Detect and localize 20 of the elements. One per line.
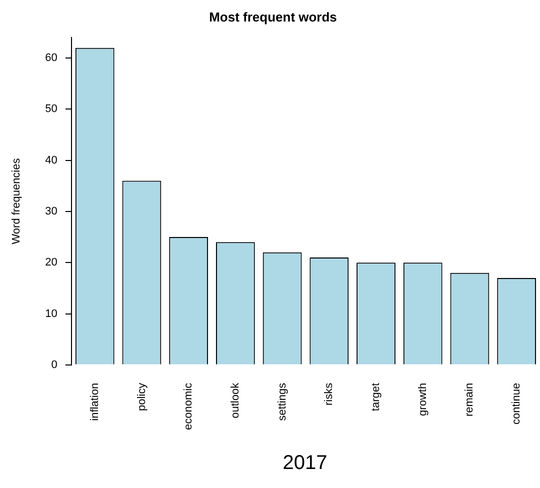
text: 2017 (282, 452, 328, 475)
x-tick-label: outlook (229, 382, 242, 418)
x-tick-label: remain (464, 382, 476, 417)
x-tick-label: economic (182, 382, 195, 430)
y-tick-label: 10 (45, 308, 58, 320)
x-tick-label: settings (276, 382, 288, 421)
x-tick-label: continue (510, 382, 523, 425)
chart-title: Most frequent words (209, 9, 337, 24)
x-tick-label: growth (416, 382, 429, 416)
x-tick-label: inflation (88, 382, 101, 421)
x-tick-label: risks (323, 382, 336, 406)
x-tick-label: policy (136, 382, 148, 412)
y-tick-label: 20 (45, 256, 58, 269)
y-tick-label: 60 (45, 52, 58, 64)
y-tick-label: 50 (45, 103, 58, 116)
x-tick-label: target (370, 382, 382, 412)
y-tick-label: 0 (51, 358, 58, 371)
y-axis-title: Word frequencies (10, 158, 23, 244)
y-tick-label: 40 (45, 154, 58, 166)
y-tick-label: 30 (45, 206, 58, 218)
